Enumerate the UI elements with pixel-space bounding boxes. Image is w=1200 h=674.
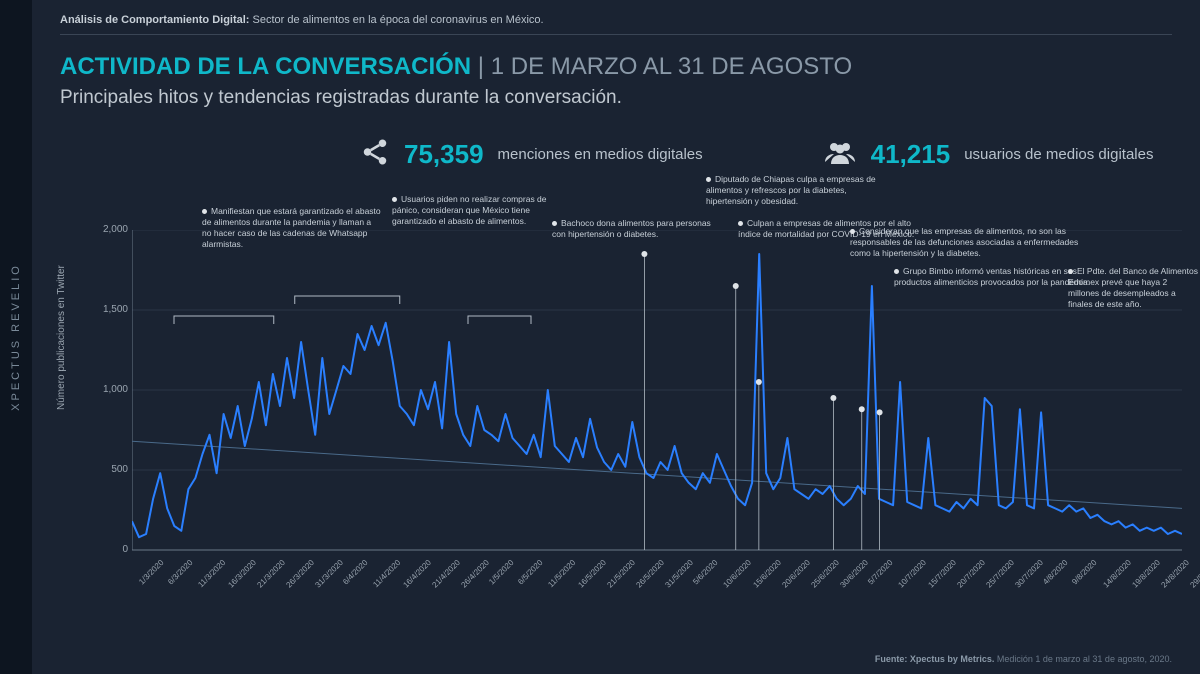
chart-annotation: Grupo Bimbo informó ventas históricas en… xyxy=(894,266,1094,288)
brand-text: XPECTUS REVELIO xyxy=(10,263,22,411)
stat-mentions-label: menciones en medios digitales xyxy=(498,146,703,163)
header-note: Análisis de Comportamiento Digital: Sect… xyxy=(60,14,1172,32)
y-tick: 1,500 xyxy=(88,304,128,315)
header-rest: Sector de alimentos en la época del coro… xyxy=(249,14,543,26)
chart-annotation: Manifiestan que estará garantizado el ab… xyxy=(202,206,382,250)
stat-mentions: 75,359 menciones en medios digitales xyxy=(360,137,703,172)
y-tick: 1,000 xyxy=(88,384,128,395)
chart-annotation: Usuarios piden no realizar compras de pá… xyxy=(392,194,562,227)
stat-users-label: usuarios de medios digitales xyxy=(964,146,1153,163)
footer-source: Fuente: Xpectus by Metrics. Medición 1 d… xyxy=(875,654,1172,664)
stats-row: 75,359 menciones en medios digitales 41,… xyxy=(60,137,1172,172)
content-area: Análisis de Comportamiento Digital: Sect… xyxy=(32,0,1200,674)
chart-annotation: El Pdte. del Banco de Alimentos Edomex p… xyxy=(1068,266,1200,310)
footer-bold: Fuente: Xpectus by Metrics. xyxy=(875,654,995,664)
footer-rest: Medición 1 de marzo al 31 de agosto, 202… xyxy=(994,654,1172,664)
y-tick: 500 xyxy=(88,464,128,475)
stat-users-value: 41,215 xyxy=(871,139,951,170)
share-icon xyxy=(360,137,390,172)
header-bold: Análisis de Comportamiento Digital: xyxy=(60,14,249,26)
y-tick: 2,000 xyxy=(88,224,128,235)
y-tick: 0 xyxy=(88,544,128,555)
subtitle: Principales hitos y tendencias registrad… xyxy=(60,87,1172,109)
title-sep: | xyxy=(471,53,491,80)
page-title: ACTIVIDAD DE LA CONVERSACIÓN | 1 DE MARZ… xyxy=(60,53,1172,81)
y-axis-label: Número publicaciones en Twitter xyxy=(56,265,67,410)
chart-annotation: Bachoco dona alimentos para personas con… xyxy=(552,218,722,240)
chart-annotation: Consideran que las empresas de alimentos… xyxy=(850,226,1080,259)
chart: Número publicaciones en Twitter 05001,00… xyxy=(92,230,1200,610)
header-rule xyxy=(60,34,1172,35)
users-icon xyxy=(823,137,857,172)
stat-users: 41,215 usuarios de medios digitales xyxy=(823,137,1154,172)
chart-annotation: Diputado de Chiapas culpa a empresas de … xyxy=(706,174,876,207)
stat-mentions-value: 75,359 xyxy=(404,139,484,170)
brand-sidebar: XPECTUS REVELIO xyxy=(0,0,32,674)
title-main: ACTIVIDAD DE LA CONVERSACIÓN xyxy=(60,53,471,80)
title-range: 1 DE MARZO AL 31 DE AGOSTO xyxy=(491,53,852,80)
